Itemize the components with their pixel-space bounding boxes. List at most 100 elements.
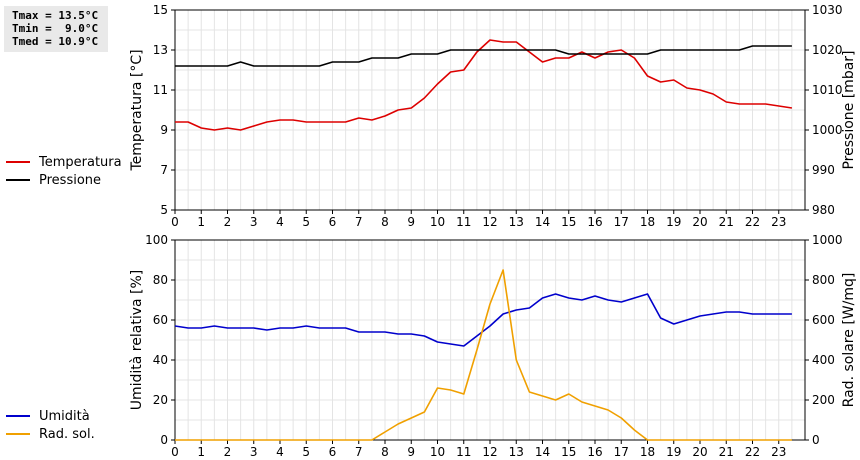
y-right-tick-200: 200	[805, 393, 835, 407]
y-left-tick-7: 7	[160, 163, 175, 177]
y-right-tick-990: 990	[805, 163, 835, 177]
x-tick-label: 16	[587, 445, 602, 459]
y-right-tick-label: 600	[812, 313, 835, 327]
y-left-tick-0: 0	[160, 433, 175, 447]
x-tick-5: 5	[302, 210, 310, 229]
x-tick-label: 3	[250, 215, 258, 229]
y-right-tick-label: 1030	[812, 3, 843, 17]
x-tick-0: 0	[171, 440, 179, 459]
x-tick-label: 5	[302, 215, 310, 229]
x-tick-label: 13	[509, 445, 524, 459]
x-tick-20: 20	[692, 210, 708, 229]
y-right-tick-label: 1020	[812, 43, 843, 57]
x-tick-17: 17	[614, 440, 629, 459]
stats-box: Tmax = 13.5°C Tmin = 9.0°C Tmed = 10.9°C	[4, 6, 108, 52]
x-tick-21: 21	[719, 440, 734, 459]
x-tick-label: 2	[224, 445, 232, 459]
y-right-tick-0: 0	[805, 433, 820, 447]
y-right-tick-label: 1000	[812, 123, 843, 137]
tmin-stat: Tmin = 9.0°C	[12, 22, 99, 35]
x-tick-label: 20	[692, 445, 707, 459]
x-tick-10: 10	[430, 440, 445, 459]
x-tick-label: 0	[171, 215, 179, 229]
x-tick-label: 6	[329, 215, 337, 229]
x-tick-2: 2	[224, 210, 232, 229]
x-tick-label: 11	[456, 215, 471, 229]
x-tick-label: 23	[771, 215, 786, 229]
x-tick-label: 20	[692, 215, 707, 229]
y-right-tick-800: 800	[805, 273, 835, 287]
x-tick-11: 11	[456, 210, 471, 229]
x-tick-label: 12	[482, 445, 497, 459]
y-right-tick-label: 400	[812, 353, 835, 367]
x-tick-label: 18	[640, 445, 655, 459]
y-left-tick-9: 9	[160, 123, 175, 137]
x-tick-label: 2	[224, 215, 232, 229]
x-tick-12: 12	[482, 210, 498, 229]
x-tick-14: 14	[535, 440, 550, 459]
x-tick-label: 0	[171, 445, 179, 459]
y-right-tick-1020: 1020	[805, 43, 843, 57]
legend-label: Temperatura	[38, 155, 122, 170]
tmax-stat: Tmax = 13.5°C	[12, 9, 99, 22]
x-tick-label: 13	[509, 215, 524, 229]
x-tick-8: 8	[381, 440, 389, 459]
x-tick-label: 21	[719, 215, 734, 229]
y-left-tick-label: 9	[160, 123, 168, 137]
x-tick-label: 4	[276, 445, 284, 459]
x-tick-15: 15	[561, 210, 576, 229]
x-tick-4: 4	[276, 210, 284, 229]
x-tick-23: 23	[771, 440, 786, 459]
y-left-tick-label: 13	[153, 43, 168, 57]
legend-item-1: Temperatura	[6, 155, 122, 170]
x-tick-9: 9	[407, 210, 415, 229]
chart-1: 0 1 2 3 4 5 6 7 8 9 10 11 12 13 14 15 16 17 18 19 20 21 22 2357…	[6, 3, 857, 229]
x-tick-label: 11	[456, 445, 471, 459]
x-tick-label: 16	[587, 215, 602, 229]
x-tick-label: 9	[407, 445, 415, 459]
y-right-axis-title: Pressione [mbar]	[841, 50, 857, 169]
x-tick-label: 12	[482, 215, 497, 229]
y-right-tick-label: 0	[812, 433, 820, 447]
x-tick-12: 12	[482, 440, 498, 459]
x-tick-11: 11	[456, 440, 471, 459]
x-tick-2: 2	[224, 440, 232, 459]
y-right-tick-label: 990	[812, 163, 835, 177]
x-tick-label: 17	[614, 215, 629, 229]
x-tick-label: 10	[430, 445, 445, 459]
series-line-1	[174, 293, 792, 347]
x-tick-label: 14	[535, 215, 550, 229]
x-tick-label: 15	[561, 215, 576, 229]
y-left-tick-15: 15	[153, 3, 175, 17]
x-tick-5: 5	[302, 440, 310, 459]
y-right-tick-label: 1000	[812, 233, 843, 247]
x-tick-10: 10	[430, 210, 445, 229]
x-tick-13: 13	[509, 440, 524, 459]
legend-item-1: Umidità	[6, 409, 90, 424]
x-tick-label: 14	[535, 445, 550, 459]
y-left-axis-title: Umidità relativa [%]	[129, 270, 145, 411]
y-left-axis-title: Temperatura [°C]	[129, 49, 145, 171]
x-tick-22: 22	[745, 210, 760, 229]
x-tick-label: 17	[614, 445, 629, 459]
y-left-tick-60: 60	[153, 313, 175, 327]
legend-item-2: Pressione	[6, 173, 101, 188]
y-right-tick-980: 980	[805, 203, 835, 217]
x-tick-label: 5	[302, 445, 310, 459]
legend-label: Pressione	[39, 173, 101, 188]
x-tick-7: 7	[355, 440, 363, 459]
x-tick-label: 18	[640, 215, 655, 229]
y-left-tick-label: 11	[153, 83, 168, 97]
y-left-tick-40: 40	[153, 353, 175, 367]
x-tick-13: 13	[509, 210, 524, 229]
x-tick-label: 21	[719, 445, 734, 459]
y-left-tick-label: 100	[145, 233, 168, 247]
x-tick-20: 20	[692, 440, 708, 459]
x-tick-3: 3	[250, 440, 258, 459]
x-tick-19: 19	[666, 210, 681, 229]
x-tick-label: 8	[381, 215, 389, 229]
y-right-tick-label: 1010	[812, 83, 843, 97]
x-tick-23: 23	[771, 210, 786, 229]
x-tick-8: 8	[381, 210, 389, 229]
y-left-tick-label: 40	[153, 353, 168, 367]
